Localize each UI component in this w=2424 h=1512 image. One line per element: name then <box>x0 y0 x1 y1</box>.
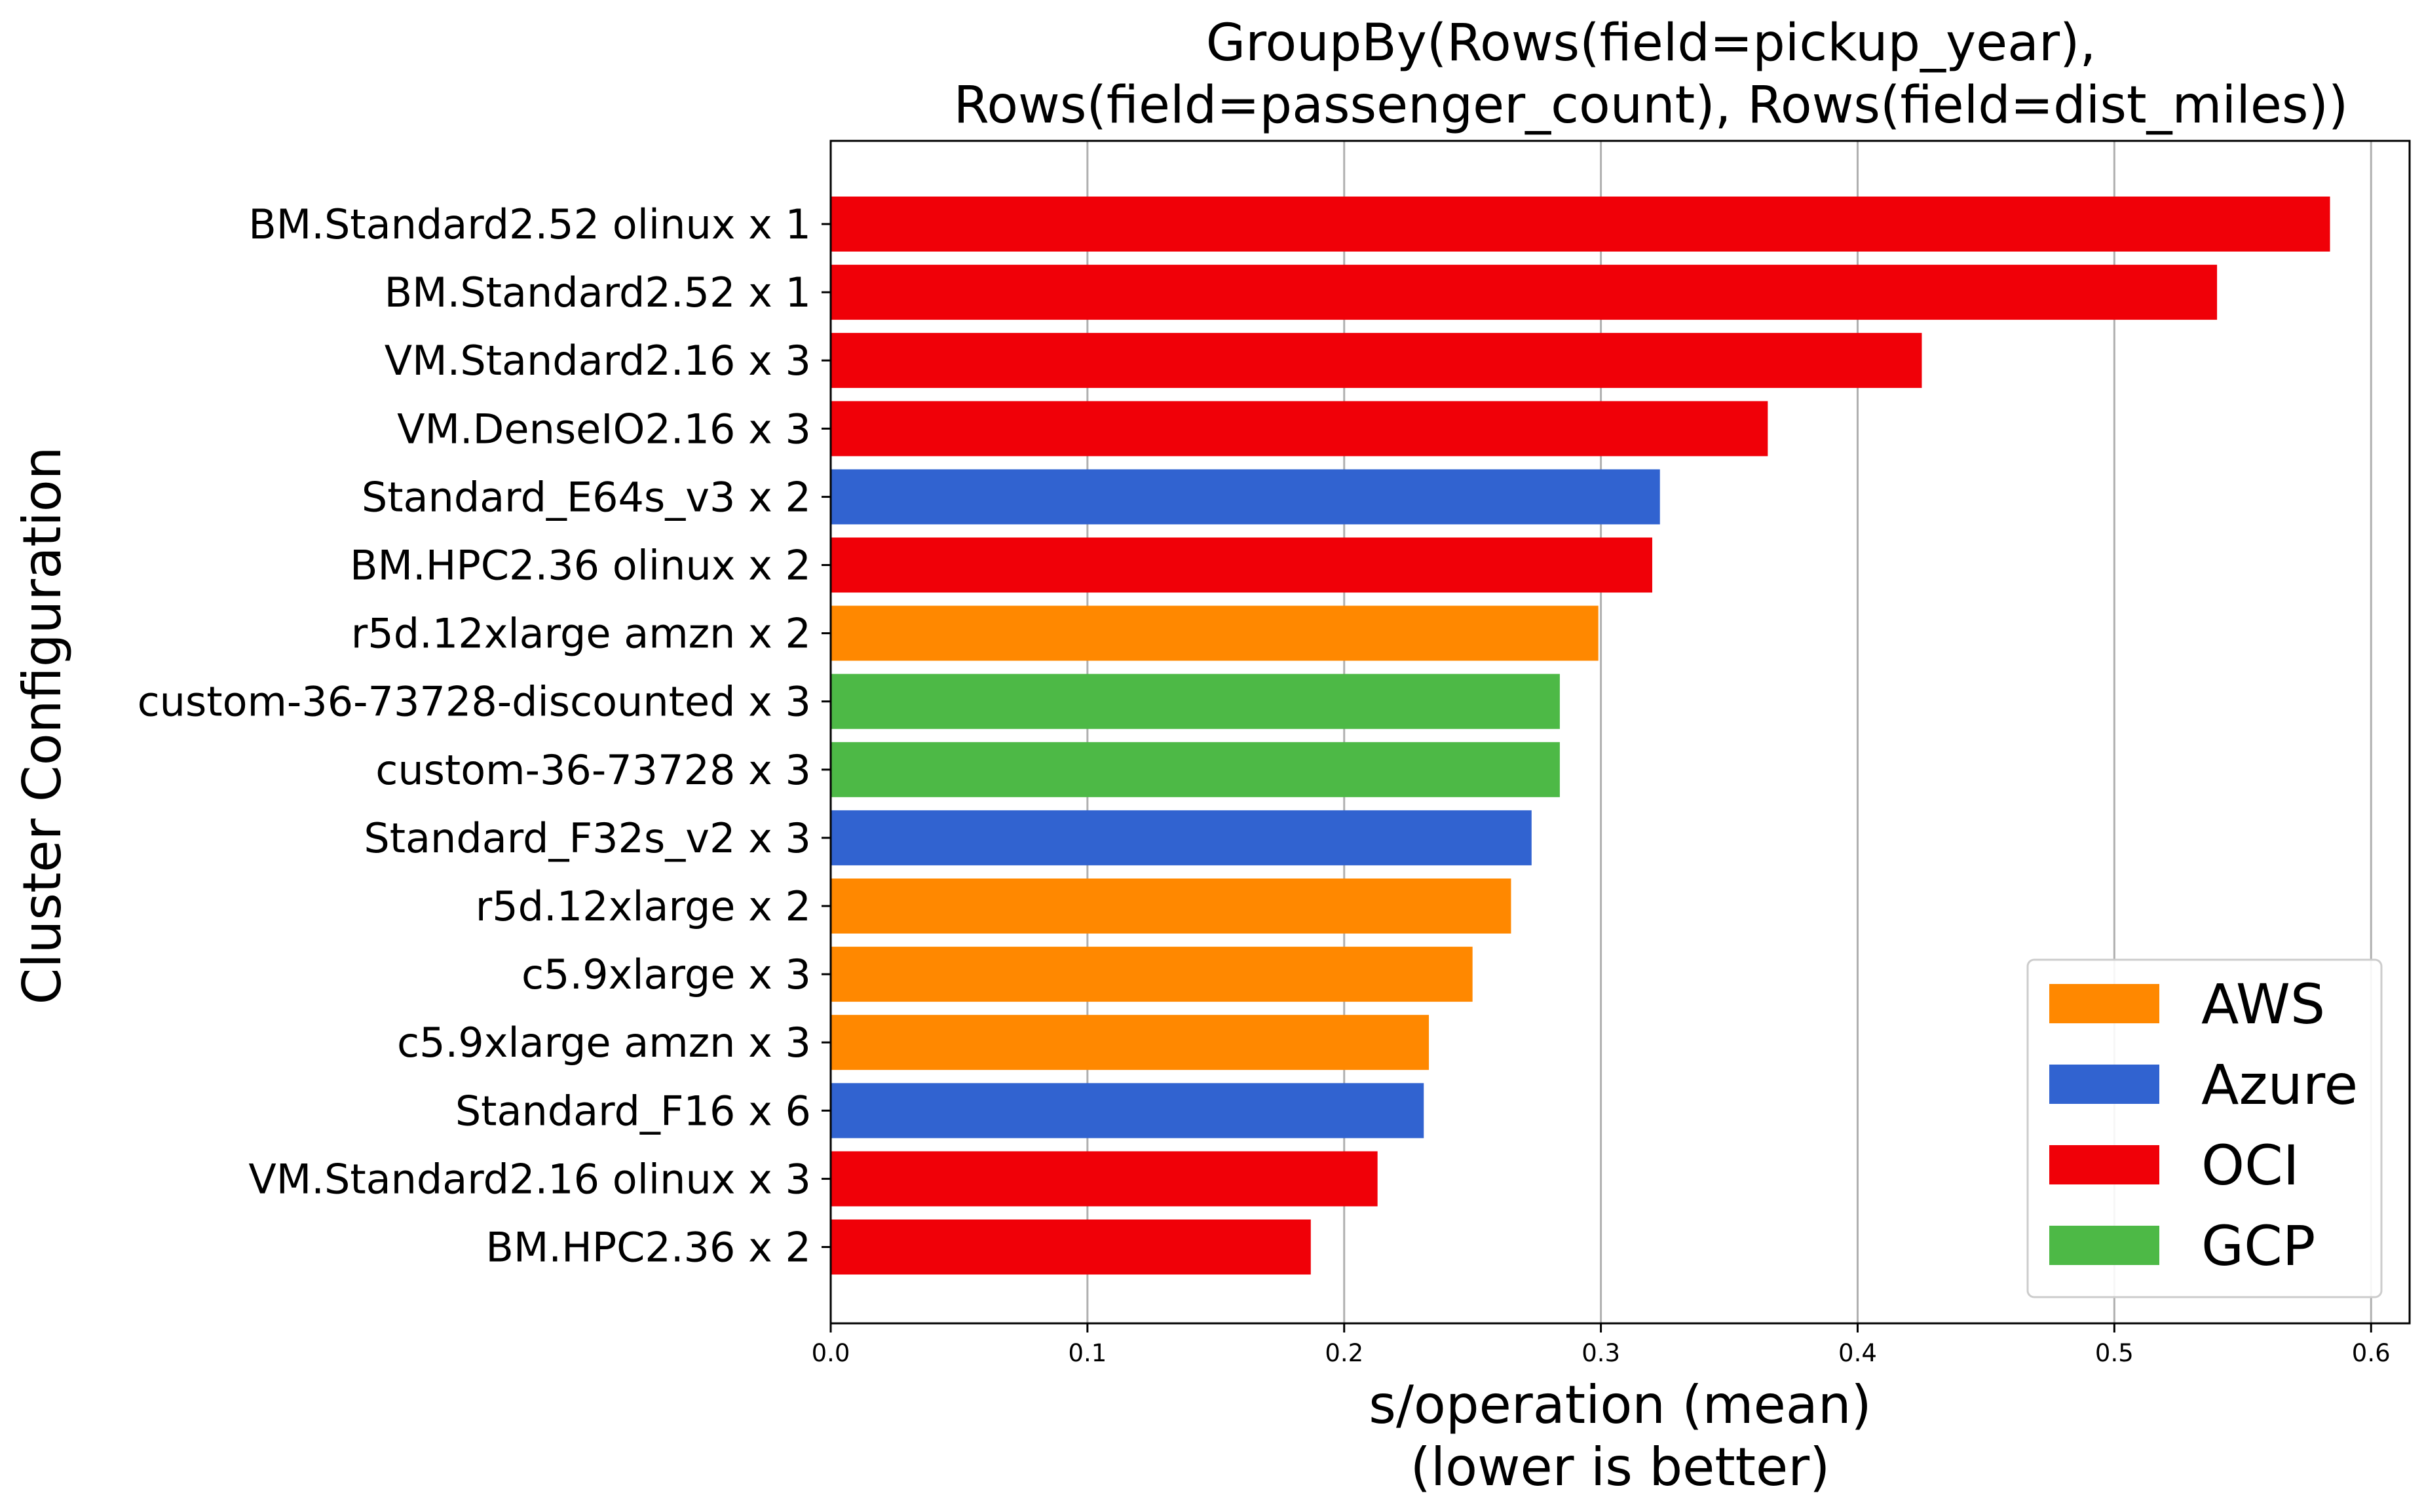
x-tick-label: 0.2 <box>1325 1339 1363 1367</box>
x-axis-title: s/operation (mean)(lower is better) <box>1369 1374 1871 1498</box>
bars <box>831 197 2330 1275</box>
y-tick-label: r5d.12xlarge amzn x 2 <box>351 610 811 658</box>
y-tick-label: Standard_F32s_v2 x 3 <box>364 814 811 862</box>
bar <box>831 537 1652 593</box>
y-tick-label: Standard_E64s_v3 x 2 <box>362 473 811 521</box>
legend-swatch <box>2049 1226 2159 1265</box>
legend: AWS Azure OCI GCP <box>2026 958 2383 1298</box>
x-tick-label: 0.5 <box>2095 1339 2134 1367</box>
x-axis-title-line: s/operation (mean) <box>1369 1374 1871 1435</box>
x-tick-label: 0.6 <box>2352 1339 2391 1367</box>
bar <box>831 469 1660 525</box>
y-tick-label: BM.HPC2.36 x 2 <box>485 1224 811 1272</box>
bar <box>831 879 1511 934</box>
y-tick-label: r5d.12xlarge x 2 <box>476 882 811 930</box>
bar <box>831 1083 1424 1139</box>
bar <box>831 810 1532 865</box>
chart-title-line: Rows(field=passenger_count), Rows(field=… <box>954 76 2349 135</box>
y-tick-label: VM.DenseIO2.16 x 3 <box>397 405 811 453</box>
bar <box>831 197 2330 252</box>
legend-label: AWS <box>2201 972 2325 1036</box>
bar <box>831 333 1922 388</box>
legend-label: Azure <box>2201 1053 2358 1117</box>
legend-label: OCI <box>2201 1133 2300 1198</box>
bar <box>831 673 1560 729</box>
y-tick-label: c5.9xlarge amzn x 3 <box>397 1019 811 1067</box>
y-tick-label: custom-36-73728-discounted x 3 <box>138 678 811 726</box>
y-tick-label: BM.HPC2.36 olinux x 2 <box>350 542 811 590</box>
y-tick-label: VM.Standard2.16 olinux x 3 <box>248 1155 811 1203</box>
y-tick-label: BM.Standard2.52 olinux x 1 <box>248 200 811 248</box>
x-axis-title-line: (lower is better) <box>1411 1437 1830 1498</box>
bar <box>831 1151 1378 1207</box>
bar <box>831 947 1473 1002</box>
bar <box>831 1219 1311 1275</box>
x-tick-label: 0.1 <box>1068 1339 1107 1367</box>
y-tick-label: custom-36-73728 x 3 <box>375 746 811 794</box>
plot-frame <box>829 140 2411 1325</box>
y-tick-label: VM.Standard2.16 x 3 <box>385 337 811 385</box>
x-tick-label: 0.0 <box>812 1339 850 1367</box>
y-axis: BM.Standard2.52 olinux x 1 BM.Standard2.5… <box>138 200 831 1272</box>
chart-title: GroupBy(Rows(field=pickup_year),Rows(fie… <box>954 14 2349 135</box>
chart-title-line: GroupBy(Rows(field=pickup_year), <box>1206 14 2096 73</box>
x-tick-label: 0.3 <box>1581 1339 1620 1367</box>
y-tick-label: c5.9xlarge x 3 <box>521 951 811 998</box>
bar <box>831 265 2218 320</box>
y-tick-label: Standard_F16 x 6 <box>455 1087 811 1135</box>
x-axis: 0.0 0.1 0.2 0.3 0.4 0.5 0.6 <box>812 1323 2391 1367</box>
legend-label: GCP <box>2201 1214 2315 1278</box>
bar <box>831 1015 1430 1070</box>
bar <box>831 742 1560 797</box>
legend-swatch <box>2049 1145 2159 1184</box>
y-tick-label: BM.Standard2.52 x 1 <box>385 269 811 316</box>
legend-box <box>2026 958 2383 1298</box>
x-tick-label: 0.4 <box>1838 1339 1877 1367</box>
y-axis-title: Cluster Configuration <box>12 447 73 1005</box>
bar <box>831 605 1599 661</box>
legend-swatch <box>2049 984 2159 1023</box>
bar <box>831 401 1768 457</box>
legend-swatch <box>2049 1065 2159 1104</box>
